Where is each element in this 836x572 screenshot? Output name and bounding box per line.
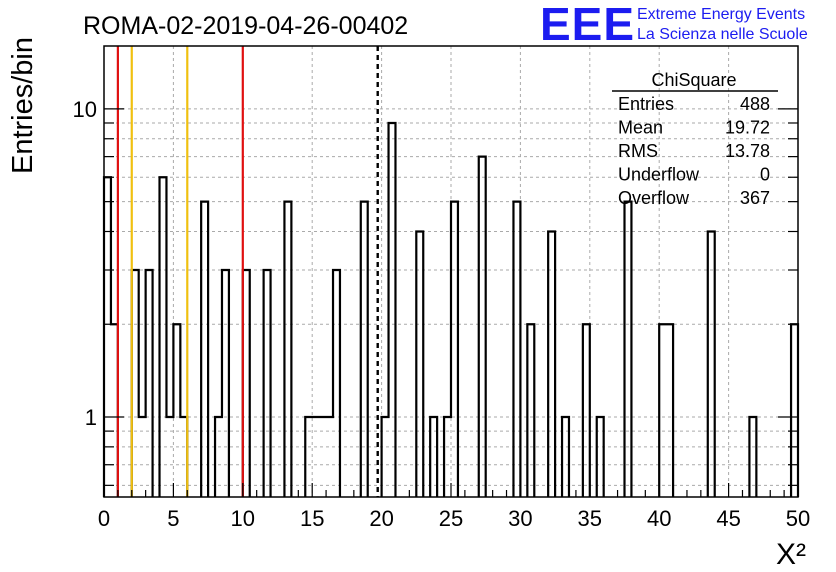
- y-tick-label: 1: [85, 405, 97, 430]
- stats-row-label: Underflow: [618, 165, 700, 185]
- stats-title: ChiSquare: [651, 70, 736, 90]
- stats-box: ChiSquare Entries 488 Mean 19.72 RMS 13.78 Und…: [612, 70, 778, 208]
- logo-text: EEE: [540, 0, 635, 50]
- x-tick-labels: 0 5 10 15 20 25 30 35 40 45 50: [98, 506, 810, 531]
- eee-logo: EEE Extreme Energy Events La Scienza nel…: [540, 0, 808, 50]
- stats-row-label: Entries: [618, 94, 674, 114]
- stats-row-value: 13.78: [725, 141, 770, 161]
- x-tick-label: 40: [647, 506, 671, 531]
- x-tick-label: 0: [98, 506, 110, 531]
- stats-row-label: Overflow: [618, 188, 690, 208]
- y-tick-label: 10: [73, 97, 97, 122]
- x-tick-label: 5: [167, 506, 179, 531]
- org-line-1: Extreme Energy Events: [637, 6, 805, 23]
- run-title: ROMA-02-2019-04-26-00402: [83, 12, 408, 40]
- grid-lines: [104, 46, 798, 497]
- stats-row-value: 19.72: [725, 118, 770, 138]
- x-tick-label: 25: [439, 506, 463, 531]
- x-tick-label: 10: [231, 506, 255, 531]
- x-tick-label: 15: [300, 506, 324, 531]
- reference-lines: [116, 46, 379, 497]
- x-tick-label: 45: [716, 506, 740, 531]
- x-tick-label: 30: [508, 506, 532, 531]
- x-tick-label: 35: [578, 506, 602, 531]
- stats-row-label: RMS: [618, 141, 658, 161]
- x-tick-label: 20: [369, 506, 393, 531]
- histogram-series: [102, 121, 800, 497]
- x-tick-label: 50: [786, 506, 810, 531]
- y-tick-labels: 1 10: [73, 97, 97, 430]
- stats-rows: Entries 488 Mean 19.72 RMS 13.78 Underflow 0 Ove…: [618, 94, 770, 208]
- stats-row-value: 367: [740, 188, 770, 208]
- x-axis-label: X²: [776, 538, 806, 571]
- org-line-2: La Scienza nelle Scuole: [637, 26, 808, 43]
- axis-ticks: [103, 108, 799, 497]
- y-axis-label: Entries/bin: [7, 37, 39, 174]
- stats-row-value: 0: [760, 165, 770, 185]
- stats-row-label: Mean: [618, 118, 663, 138]
- stats-row-value: 488: [740, 94, 770, 114]
